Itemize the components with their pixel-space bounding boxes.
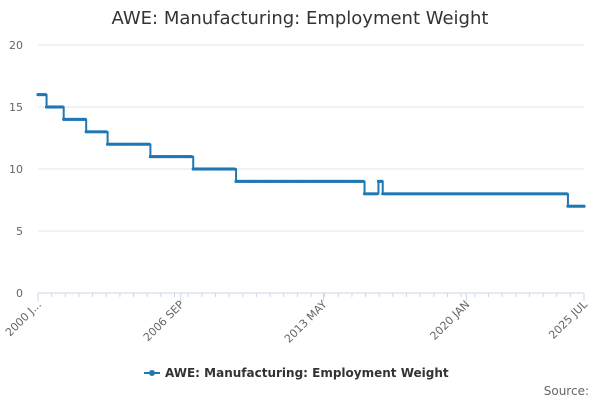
y-tick-label: 10	[9, 163, 23, 176]
legend-label: AWE: Manufacturing: Employment Weight	[165, 366, 449, 380]
series-layer	[36, 93, 586, 208]
data-point	[83, 117, 87, 121]
legend-marker	[149, 370, 155, 376]
source-label: Source:	[544, 384, 589, 398]
x-tick-label: 2000 J...	[3, 298, 44, 339]
data-point	[147, 142, 151, 146]
x-tick-label: 2025 JUL	[546, 297, 590, 341]
data-point	[564, 192, 569, 196]
chart-title: AWE: Manufacturing: Employment Weight	[111, 8, 489, 29]
data-point	[232, 167, 236, 171]
data-point	[361, 179, 365, 183]
data-point	[380, 179, 384, 183]
x-tick-label: 2020 JAN	[428, 298, 473, 343]
y-tick-label: 5	[16, 225, 23, 238]
data-point	[61, 105, 65, 109]
y-tick-label: 0	[16, 287, 23, 300]
x-tick-label: 2013 MAY	[282, 298, 330, 346]
data-point	[582, 204, 586, 208]
data-point	[104, 130, 108, 134]
series-line	[38, 93, 584, 208]
data-point	[189, 155, 194, 159]
x-tick-label: 2006 SEP	[141, 298, 187, 344]
y-tick-label: 20	[9, 39, 23, 52]
data-point	[375, 192, 379, 196]
y-tick-label: 15	[9, 101, 23, 114]
grid-layer	[38, 44, 584, 232]
data-point	[43, 93, 47, 97]
legend[interactable]: AWE: Manufacturing: Employment Weight	[144, 366, 449, 380]
